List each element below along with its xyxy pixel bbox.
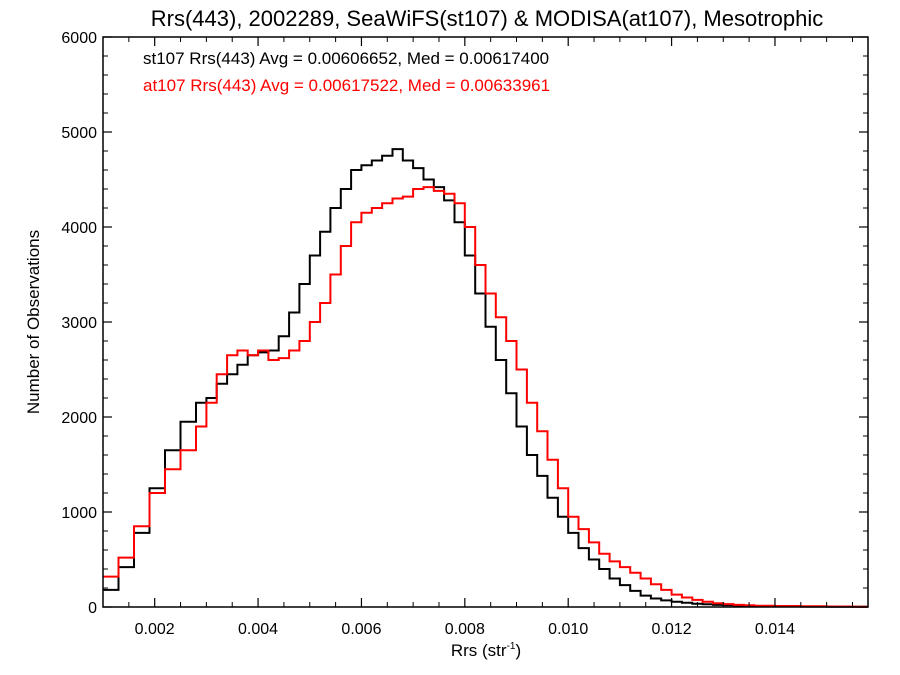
x-axis-label-close: ) xyxy=(515,641,521,660)
y-tick-label-2: 2000 xyxy=(61,410,97,427)
annotation-at107: at107 Rrs(443) Avg = 0.00617522, Med = 0… xyxy=(143,76,550,95)
x-tick-label-5: 0.012 xyxy=(652,621,692,638)
y-axis-ticks: 0 1000 2000 3000 4000 5000 6000 xyxy=(61,30,868,617)
series-line-1 xyxy=(103,186,868,608)
chart-title: Rrs(443), 2002289, SeaWiFS(st107) & MODI… xyxy=(151,6,824,31)
x-axis-label-superscript: -1 xyxy=(507,641,516,652)
x-axis-label-main: Rrs (str xyxy=(451,641,507,660)
y-axis-label: Number of Observations xyxy=(24,230,43,414)
x-tick-label-3: 0.008 xyxy=(445,621,485,638)
x-axis-label: Rrs (str-1) xyxy=(451,641,521,660)
y-tick-label-6: 6000 xyxy=(61,30,97,47)
y-tick-label-3: 3000 xyxy=(61,315,97,332)
y-tick-label-1: 1000 xyxy=(61,505,97,522)
y-tick-label-0: 0 xyxy=(88,600,97,617)
series-line-0 xyxy=(103,148,868,608)
y-tick-label-5: 5000 xyxy=(61,125,97,142)
annotation-st107: st107 Rrs(443) Avg = 0.00606652, Med = 0… xyxy=(143,49,549,68)
y-tick-label-4: 4000 xyxy=(61,220,97,237)
series-layer xyxy=(103,148,868,608)
x-tick-label-0: 0.002 xyxy=(135,621,175,638)
x-tick-label-2: 0.006 xyxy=(341,621,381,638)
x-tick-label-1: 0.004 xyxy=(238,621,278,638)
x-tick-label-4: 0.010 xyxy=(548,621,588,638)
x-axis-ticks: 0.002 0.004 0.006 0.008 0.010 0.012 0.014 xyxy=(128,37,853,638)
x-tick-label-6: 0.014 xyxy=(755,621,795,638)
